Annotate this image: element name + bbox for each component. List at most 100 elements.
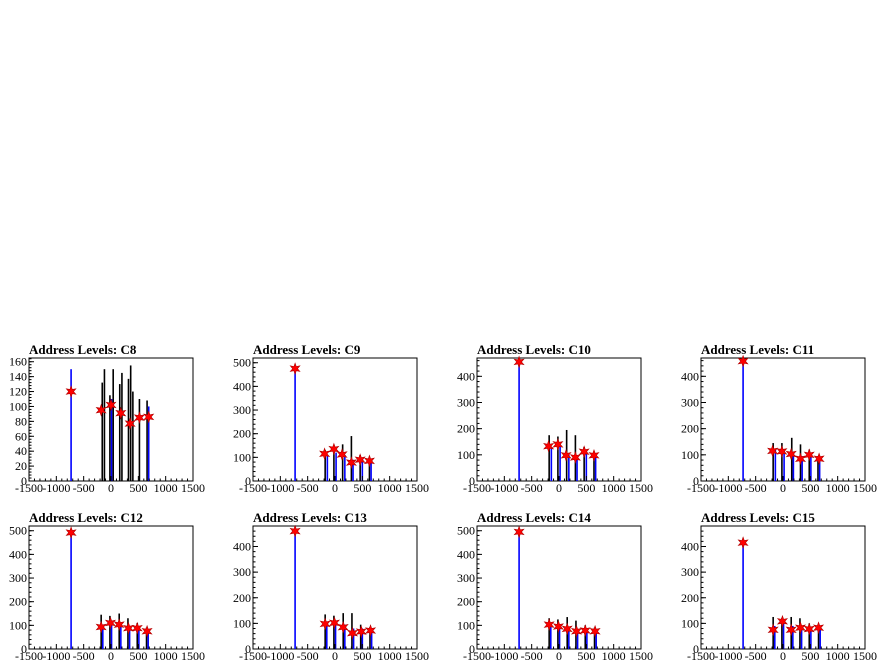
- peak-marker: [513, 525, 525, 539]
- histogram-bar: [352, 459, 354, 481]
- x-tick-label: -1000: [266, 649, 294, 663]
- peak-marker: [513, 355, 525, 369]
- peak-marker: [115, 406, 127, 420]
- histogram-panel: Address Levels: C13 -1500 -1000 -500 0 500 100…: [233, 510, 429, 663]
- x-tick-label: 1000: [154, 649, 178, 663]
- y-tick-label: 0: [469, 642, 475, 656]
- histogram-bar: [548, 435, 550, 481]
- histogram-bar: [70, 531, 72, 649]
- histogram-bar: [136, 622, 139, 649]
- histogram-bar: [800, 627, 803, 649]
- y-tick-label: 0: [469, 474, 475, 488]
- histogram-bar: [557, 619, 559, 649]
- histogram-bar: [127, 378, 130, 481]
- x-tick-label: 1500: [629, 649, 653, 663]
- peak-marker: [543, 618, 555, 632]
- histogram-bar: [138, 399, 141, 481]
- histogram-bar: [808, 623, 811, 650]
- histogram-bar: [120, 625, 122, 649]
- histogram-bar: [808, 449, 811, 481]
- y-tick-label: 100: [681, 616, 699, 630]
- histogram-bar: [558, 626, 561, 649]
- y-tick-label: 20: [15, 459, 27, 473]
- y-tick-label: 100: [457, 618, 475, 632]
- peak-marker: [363, 454, 375, 468]
- x-tick-label: 500: [129, 649, 147, 663]
- x-tick-label: -1500: [239, 481, 267, 495]
- peak-marker: [589, 624, 601, 638]
- x-tick-label: 0: [780, 481, 786, 495]
- histogram-bar: [792, 625, 794, 649]
- peak-marker: [794, 452, 807, 466]
- y-tick-label: 160: [9, 355, 27, 369]
- peak-marker: [105, 398, 117, 412]
- histogram-bar: [70, 369, 72, 481]
- peak-marker: [113, 618, 125, 632]
- y-tick-label: 300: [681, 565, 699, 579]
- peak-marker: [319, 617, 331, 631]
- y-tick-label: 300: [9, 571, 27, 585]
- histogram-bar: [324, 614, 326, 649]
- y-tick-label: 140: [9, 370, 27, 384]
- peak-marker: [552, 620, 565, 633]
- peak-marker: [65, 526, 77, 540]
- y-tick-label: 100: [233, 450, 251, 464]
- x-tick-label: 500: [577, 481, 595, 495]
- x-tick-label: 1000: [826, 481, 850, 495]
- x-tick-label: 1500: [181, 649, 205, 663]
- x-tick-label: -1000: [714, 481, 742, 495]
- y-tick-label: 400: [457, 547, 475, 561]
- x-tick-label: 0: [556, 481, 562, 495]
- y-tick-label: 500: [457, 524, 475, 538]
- histogram-bar: [781, 443, 783, 481]
- panel-title: Address Levels: C8: [29, 342, 137, 357]
- x-tick-label: 0: [332, 481, 338, 495]
- histogram-bar: [110, 399, 113, 481]
- peak-marker: [812, 621, 825, 635]
- histogram-bar: [324, 450, 326, 481]
- peak-marker: [588, 448, 600, 462]
- y-tick-label: 300: [457, 571, 475, 585]
- x-tick-label: -1000: [490, 649, 518, 663]
- peak-marker: [776, 445, 788, 458]
- histogram-bar: [783, 450, 785, 481]
- peak-marker: [767, 444, 779, 458]
- y-tick-label: 100: [9, 618, 27, 632]
- histogram-bar: [593, 452, 595, 481]
- histogram-bar: [818, 457, 821, 481]
- histogram-bar: [147, 630, 149, 649]
- panel-title: Address Levels: C13: [253, 510, 367, 525]
- histogram-bar: [557, 436, 559, 481]
- histogram-bar: [294, 531, 296, 650]
- histogram-bar: [370, 629, 373, 649]
- histogram-bar: [368, 458, 371, 481]
- histogram-panel: Address Levels: C14 -1500 -1000 -500 0 500 100…: [457, 510, 653, 663]
- x-tick-label: 0: [108, 649, 114, 663]
- y-tick-label: 200: [233, 591, 251, 605]
- peak-marker: [569, 451, 581, 464]
- peak-marker: [543, 439, 555, 453]
- histogram-bar: [369, 627, 371, 649]
- histogram-bar: [594, 454, 597, 481]
- histogram-panel: Address Levels: C15 -1500 -1000 -500 0 500 100…: [681, 510, 877, 663]
- histogram-bar: [102, 625, 104, 649]
- x-tick-label: -1500: [463, 649, 491, 663]
- x-tick-label: 1000: [602, 649, 626, 663]
- histogram-bar: [103, 369, 106, 481]
- peak-marker: [737, 536, 749, 550]
- histogram-bar: [772, 443, 774, 481]
- peak-marker: [346, 626, 359, 640]
- histogram-panel: Address Levels: C8-1500 -1000 -500 0 500 1000…: [9, 342, 205, 495]
- histogram-bar: [810, 628, 812, 649]
- y-tick-label: 100: [457, 448, 475, 462]
- histogram-panel: Address Levels: C10 -1500 -1000 -500 0 500 100…: [457, 342, 653, 495]
- x-tick-label: 500: [801, 649, 819, 663]
- peak-marker: [104, 616, 117, 630]
- histogram-bar: [128, 626, 131, 649]
- y-tick-label: 300: [233, 565, 251, 579]
- histogram-bar: [333, 447, 335, 481]
- peak-marker: [319, 447, 331, 461]
- y-tick-label: 0: [693, 642, 699, 656]
- histogram-bar: [109, 395, 111, 481]
